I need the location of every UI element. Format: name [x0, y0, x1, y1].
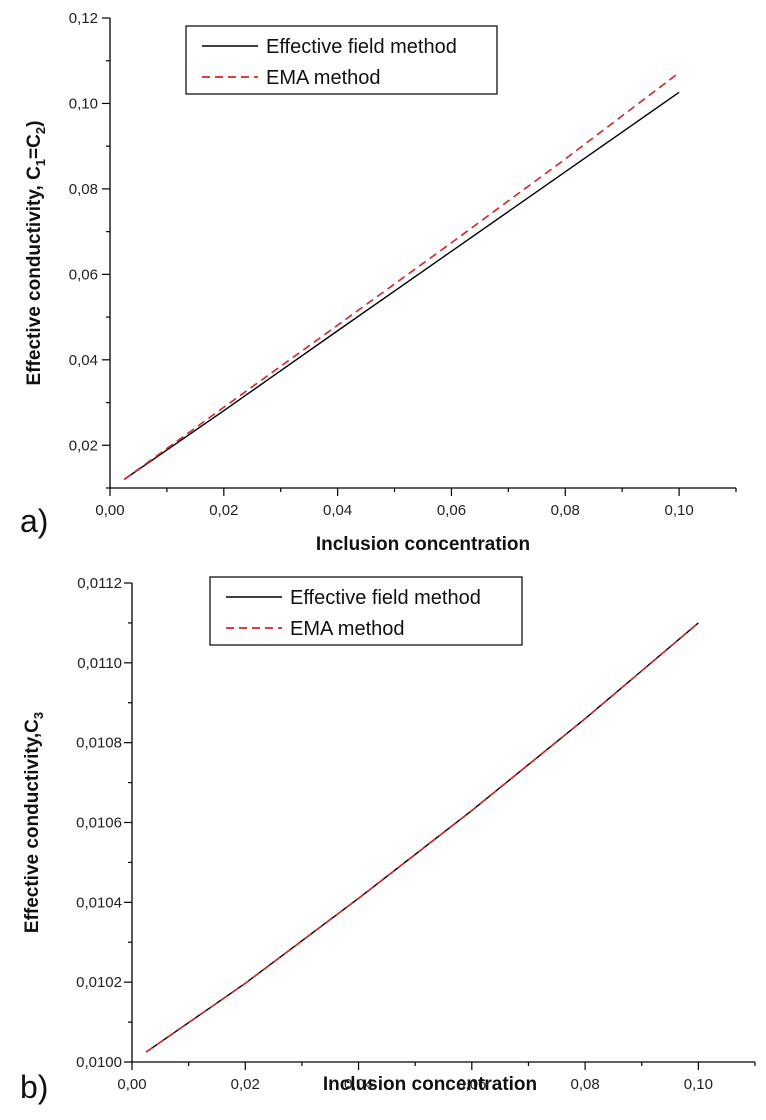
y-tick-label: 0,08: [69, 181, 98, 198]
x-tick-label: 0,00: [117, 1076, 146, 1093]
y-tick-label: 0,06: [69, 266, 98, 283]
y-tick-label: 0,0102: [76, 974, 122, 991]
x-axis-title: Inclusion concentration: [316, 534, 530, 555]
y-axis-title-part: =C: [24, 134, 45, 159]
x-tick-label: 0,06: [457, 1076, 486, 1093]
y-axis-title-part: Effective conductivity, C: [24, 166, 45, 386]
ema-method-line: [145, 622, 699, 1053]
x-tick-label: 0,00: [95, 502, 124, 519]
y-tick-label: 0,10: [69, 95, 98, 112]
y-axis-title-part: Effective conductivity,C: [22, 719, 43, 933]
ema-method-line: [123, 72, 680, 481]
y-tick-label: 0,0104: [76, 894, 122, 911]
panel-a-letter: a): [20, 503, 48, 539]
y-axis-title-part: ): [24, 121, 45, 127]
y-axis-title: Effective conductivity, C1=C2): [24, 121, 48, 386]
y-axis-title-subscript: 2: [33, 127, 48, 134]
x-tick-label: 0,10: [684, 1076, 713, 1093]
x-tick-label: 0,04: [344, 1076, 373, 1093]
y-tick-label: 0,12: [69, 10, 98, 27]
panel-b-letter: b): [20, 1069, 48, 1105]
panel-a-chart: 0,00 0,02 0,04 0,06 0,08 0,10 0,02 0,04 0,06 0,08…: [24, 10, 737, 555]
x-tick-label: 0,04: [323, 502, 352, 519]
y-tick-label: 0,04: [69, 352, 98, 369]
y-axis-title: Effective conductivity,C3: [22, 712, 46, 933]
legend-label: Effective field method: [290, 587, 481, 609]
x-axis-title: Inclusion concentration: [323, 1074, 537, 1095]
y-tick-label: 0,0106: [76, 815, 122, 832]
panel-b-chart: 0,00 0,02 0,04 0,06 0,08 0,10 0,0100 0,0102 0,01…: [22, 575, 756, 1095]
y-tick-label: 0,0110: [77, 655, 122, 672]
y-tick-label: 0,0112: [77, 575, 122, 592]
x-tick-label: 0,08: [570, 1076, 599, 1093]
legend-box: [185, 25, 498, 95]
x-tick-label: 0,10: [664, 502, 693, 519]
legend-label: EMA method: [266, 67, 381, 89]
y-axis-title-subscript: 1: [33, 159, 48, 166]
x-tick-label: 0,08: [551, 502, 580, 519]
y-tick-label: 0,02: [69, 437, 98, 454]
x-tick-label: 0,02: [231, 1076, 260, 1093]
x-tick-label: 0,02: [209, 502, 238, 519]
effective-field-method-line: [123, 91, 680, 481]
y-axis-title-subscript: 3: [31, 712, 46, 719]
y-tick-label: 0,0100: [76, 1054, 122, 1071]
legend-box: [209, 576, 523, 646]
legend-label: Effective field method: [266, 36, 457, 58]
legend-label: EMA method: [290, 618, 405, 640]
y-tick-label: 0,0108: [76, 735, 122, 752]
x-tick-label: 0,06: [437, 502, 466, 519]
effective-field-method-line: [145, 622, 699, 1053]
